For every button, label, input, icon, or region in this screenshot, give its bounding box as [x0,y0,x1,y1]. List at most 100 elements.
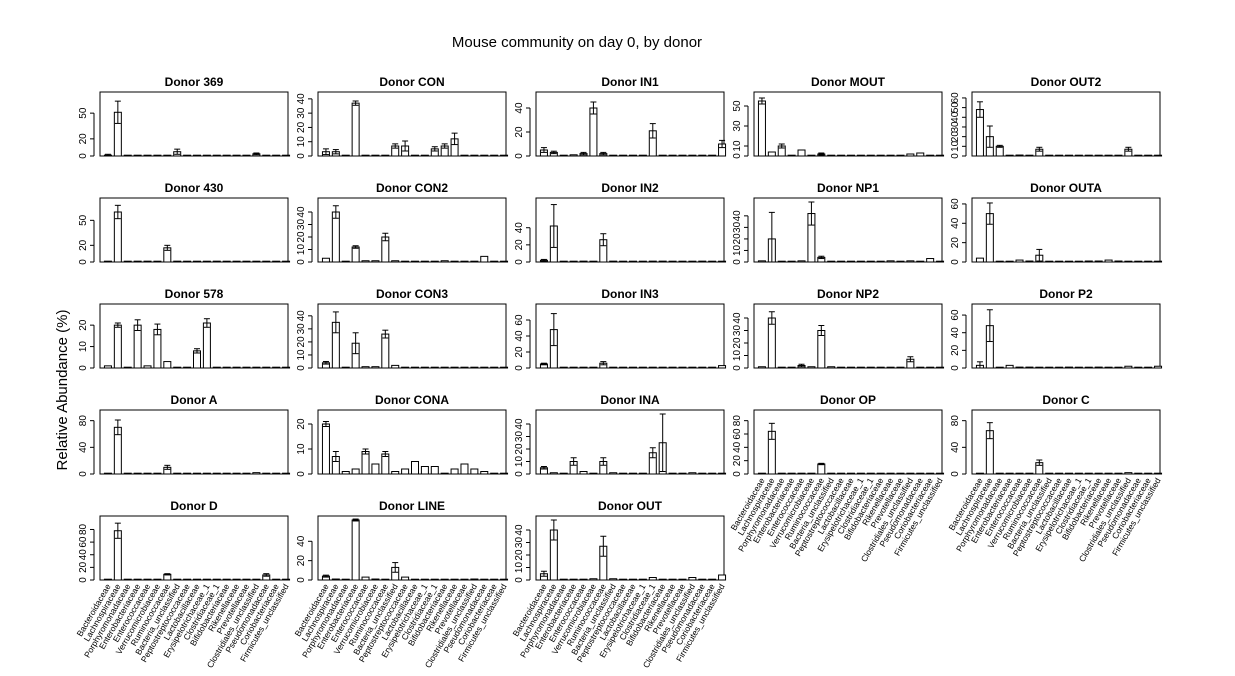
bar [123,472,132,475]
bar [1144,366,1153,369]
bar [1035,366,1044,369]
bar [460,366,469,369]
bar [173,578,182,581]
bar [698,154,707,157]
bar [995,260,1004,263]
bar [470,578,479,581]
bar [440,578,449,581]
plot-frame [971,303,1161,369]
bar [381,578,390,581]
bar [678,154,687,157]
bar [262,472,271,475]
y-tick-label: 20 [78,239,89,251]
bar [1015,472,1024,475]
bar [609,578,618,581]
bar [668,472,677,475]
bar [916,260,925,263]
bar [866,260,875,263]
panel-donor-c: Donor C04080BacteroidaceaeLachnospiracea… [946,393,1162,564]
bar [619,366,628,369]
panel-donor-a: Donor A 0 40 80 [78,393,291,477]
bar [272,260,281,263]
bar [1055,154,1064,157]
bar [1015,154,1024,157]
bar [401,576,410,581]
panel-donor-578: Donor 578 0 10 20 [78,287,291,371]
y-tick-label: 0 [514,471,525,477]
bar [163,154,172,157]
y-tick-label: 40 [514,418,525,430]
bar [856,260,865,263]
bar [341,260,350,263]
plot-frame [753,197,943,263]
bar [143,472,152,475]
bar [658,578,667,581]
bar [1104,366,1113,369]
y-tick-label: 20 [514,443,525,455]
bar [1005,472,1014,475]
bar [896,366,905,369]
y-tick-label: 80 [950,415,961,427]
y-tick-label: 20 [514,346,525,358]
bar [1084,260,1093,263]
bar [886,260,895,263]
bar [420,466,429,475]
y-tick-label: 30 [514,537,525,549]
bar [708,472,717,475]
y-tick-label: 30 [732,221,743,233]
bar [282,578,291,581]
bar [609,260,618,263]
bar [589,260,598,263]
bar [420,154,429,157]
bar [668,154,677,157]
panel-donor-in1: Donor IN1 0 20 40 [514,75,727,159]
bar [361,154,370,157]
bar [856,366,865,369]
bar [638,260,647,263]
bar [648,366,657,369]
bar [242,366,251,369]
y-tick-label: 20 [514,239,525,251]
y-tick-label: 0 [514,153,525,159]
bar [143,154,152,157]
bar [420,366,429,369]
bar [1124,472,1133,475]
bar [1025,154,1034,157]
bar [173,366,182,369]
bar [629,472,637,475]
panel-donor-369: Donor 369 0 20 50 [78,75,291,159]
plot-frame [317,515,507,581]
bar [1045,260,1054,263]
bar [361,366,370,369]
panel-title: Donor NP1 [817,181,879,195]
bar [212,260,221,263]
y-tick-label: 0 [78,471,89,477]
bar [411,578,419,581]
bar [876,472,885,475]
y-tick-label: 0 [732,153,743,159]
panel-title: Donor C [1042,393,1090,407]
y-tick-label: 40 [296,206,307,218]
bar [876,154,885,157]
bar [718,365,727,369]
bar [718,260,727,263]
y-tick-label: 50 [732,100,743,112]
bar [688,260,697,263]
y-tick-label: 60 [950,309,961,321]
bar [133,260,142,263]
bar [470,260,479,263]
bar [430,578,439,581]
bar [460,154,469,157]
y-tick-label: 0 [950,471,961,477]
bar [678,472,687,475]
bar [480,255,489,263]
bar [638,578,647,581]
bar [708,154,717,157]
panel-title: Donor OP [820,393,876,407]
bar [619,260,628,263]
bar [708,260,717,263]
bar [500,260,509,263]
